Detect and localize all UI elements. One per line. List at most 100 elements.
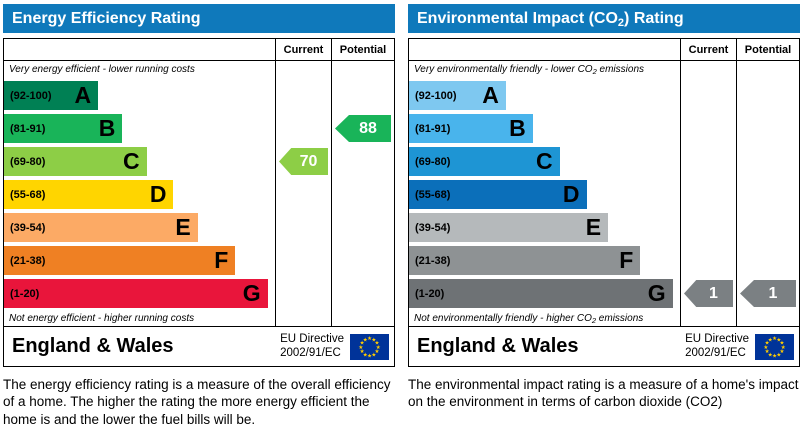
band-bar-d: (55-68) D bbox=[4, 180, 174, 209]
band-letter: A bbox=[482, 82, 499, 108]
current-rating-value: 70 bbox=[299, 152, 318, 170]
band-letter: E bbox=[585, 214, 602, 240]
band-bar-g: (1-20) G bbox=[4, 279, 268, 308]
svg-text:★: ★ bbox=[367, 353, 372, 359]
title-subscript: 2 bbox=[617, 17, 625, 29]
co2-panel-title: Environmental Impact (CO2) Rating bbox=[408, 4, 800, 33]
svg-text:★: ★ bbox=[371, 352, 376, 358]
note-text: Not energy efficient - higher running co… bbox=[9, 313, 195, 324]
band-letter: A bbox=[74, 82, 92, 108]
svg-text:★: ★ bbox=[772, 353, 777, 359]
column-header-row bbox=[4, 39, 394, 61]
band-letter: B bbox=[509, 115, 526, 141]
note-text: Very environmentally friendly - lower CO bbox=[414, 64, 593, 75]
svg-text:★: ★ bbox=[781, 344, 786, 350]
column-header-row bbox=[409, 39, 799, 61]
band-bar-b: (81-91) B bbox=[4, 114, 123, 143]
eu-directive: EU Directive 2002/91/EC bbox=[685, 333, 749, 359]
band-range: (69-80) bbox=[415, 155, 451, 168]
svg-text:★: ★ bbox=[363, 337, 368, 343]
band-bar-f: (21-38) F bbox=[4, 246, 236, 275]
svg-text:★: ★ bbox=[776, 352, 781, 358]
band-range: (81-91) bbox=[415, 122, 451, 135]
svg-text:★: ★ bbox=[780, 349, 785, 355]
band-row: (92-100) A bbox=[409, 79, 678, 112]
descriptions: The energy efficiency rating is a measur… bbox=[0, 367, 800, 428]
region-title: England & Wales bbox=[417, 335, 579, 357]
potential-column-header: Potential bbox=[744, 44, 792, 56]
band-letter: D bbox=[149, 181, 167, 207]
eu-directive-line1: EU Directive bbox=[685, 333, 749, 346]
current-rating-value: 1 bbox=[709, 284, 718, 302]
band-bar-a: (92-100) A bbox=[409, 81, 506, 110]
current-column: Current 70 bbox=[275, 39, 331, 326]
rating-scale: Very energy efficient - lower running co… bbox=[4, 61, 273, 328]
svg-text:★: ★ bbox=[371, 337, 376, 343]
chart-footer: England & Wales EU Directive 2002/91/EC … bbox=[408, 327, 800, 367]
svg-text:★: ★ bbox=[768, 352, 773, 358]
eu-flag-icon: ★ ★ ★ ★ ★ ★ ★ ★ ★ ★ ★ ★ bbox=[755, 333, 794, 360]
potential-column: Potential 88 bbox=[331, 39, 394, 326]
band-row: (1-20) G bbox=[409, 277, 678, 310]
band-bar-f: (21-38) F bbox=[409, 246, 641, 275]
current-column-header: Current bbox=[283, 44, 324, 56]
energy-panel-title: Energy Efficiency Rating bbox=[3, 4, 395, 33]
band-letter: B bbox=[98, 115, 116, 141]
band-row: (39-54) E bbox=[4, 211, 273, 244]
potential-column: Potential 1 bbox=[736, 39, 799, 326]
band-row: (92-100) A bbox=[4, 79, 273, 112]
band-letter: E bbox=[175, 214, 191, 240]
band-bar-b: (81-91) B bbox=[409, 114, 533, 143]
note-subscript: 2 bbox=[592, 67, 597, 76]
note-text-suffix: emissions bbox=[596, 313, 644, 324]
eu-directive-line2: 2002/91/EC bbox=[685, 346, 746, 359]
svg-text:★: ★ bbox=[367, 336, 372, 342]
band-bar-e: (39-54) E bbox=[4, 213, 198, 242]
band-letter: D bbox=[562, 181, 580, 207]
eu-directive-line2: 2002/91/EC bbox=[280, 346, 341, 359]
band-range: (92-100) bbox=[10, 89, 52, 102]
note-subscript: 2 bbox=[591, 316, 597, 325]
band-range: (21-38) bbox=[10, 254, 46, 267]
band-row: (55-68) D bbox=[4, 178, 273, 211]
svg-text:★: ★ bbox=[768, 337, 773, 343]
co2-rating-panel: Environmental Impact (CO2) Rating Very e… bbox=[408, 4, 800, 367]
note-bottom: Not environmentally friendly - higher CO… bbox=[409, 310, 678, 328]
band-range: (55-68) bbox=[415, 188, 451, 201]
band-bar-c: (69-80) C bbox=[4, 147, 147, 176]
svg-text:★: ★ bbox=[780, 340, 785, 346]
note-bottom: Not energy efficient - higher running co… bbox=[4, 310, 273, 328]
band-row: (81-91) B bbox=[4, 112, 273, 145]
svg-text:★: ★ bbox=[765, 349, 770, 355]
band-range: (69-80) bbox=[10, 155, 46, 168]
svg-text:★: ★ bbox=[772, 336, 777, 342]
band-letter: G bbox=[242, 280, 261, 306]
eu-directive-line1: EU Directive bbox=[280, 333, 344, 346]
band-bar-g: (1-20) G bbox=[409, 279, 673, 308]
epc-charts: Energy Efficiency Rating Very energy eff… bbox=[3, 4, 800, 367]
band-letter: C bbox=[536, 148, 553, 174]
potential-rating-arrow: 1 bbox=[740, 280, 796, 307]
svg-text:★: ★ bbox=[776, 337, 781, 343]
current-column-header: Current bbox=[688, 44, 729, 56]
band-range: (1-20) bbox=[415, 287, 445, 300]
title-text: Environmental Impact (CO bbox=[417, 10, 618, 27]
note-text: Very energy efficient - lower running co… bbox=[9, 64, 195, 75]
band-row: (55-68) D bbox=[409, 178, 678, 211]
potential-column-header: Potential bbox=[339, 44, 387, 56]
svg-text:★: ★ bbox=[360, 349, 365, 355]
current-rating-arrow: 1 bbox=[684, 280, 733, 307]
svg-text:★: ★ bbox=[375, 340, 380, 346]
band-range: (55-68) bbox=[10, 188, 46, 201]
note-text: Not environmentally friendly - higher CO bbox=[414, 313, 592, 324]
current-rating-arrow: 70 bbox=[279, 148, 328, 175]
energy-rating-panel: Energy Efficiency Rating Very energy eff… bbox=[3, 4, 395, 367]
band-range: (39-54) bbox=[10, 221, 46, 234]
potential-rating-value: 1 bbox=[768, 284, 778, 302]
band-letter: C bbox=[122, 148, 140, 174]
current-column: Current 1 bbox=[680, 39, 736, 326]
band-letter: F bbox=[619, 247, 634, 273]
band-row: (69-80) C bbox=[409, 145, 678, 178]
band-letter: G bbox=[647, 280, 666, 306]
band-range: (92-100) bbox=[415, 89, 457, 102]
